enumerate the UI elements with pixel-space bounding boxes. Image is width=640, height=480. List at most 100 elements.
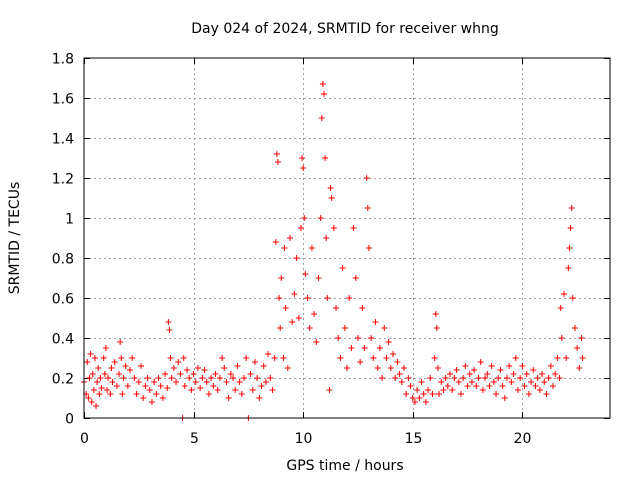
- data-point: [434, 365, 441, 371]
- data-point: [135, 379, 142, 385]
- data-point: [256, 395, 263, 401]
- data-point: [153, 391, 160, 397]
- data-point: [330, 225, 337, 231]
- data-point: [111, 359, 118, 365]
- data-point: [203, 379, 210, 385]
- data-point: [180, 355, 187, 361]
- y-tick-label: 0.4: [52, 332, 74, 348]
- data-point: [148, 399, 155, 405]
- data-point: [107, 391, 114, 397]
- y-tick-label: 1.2: [52, 172, 74, 188]
- data-point: [127, 367, 134, 373]
- data-point: [396, 371, 403, 377]
- data-point: [365, 245, 372, 251]
- data-point: [162, 371, 169, 377]
- data-point: [85, 395, 92, 401]
- data-point: [440, 387, 447, 393]
- data-point: [372, 319, 379, 325]
- data-point: [512, 355, 519, 361]
- data-point: [188, 387, 195, 393]
- data-point: [308, 245, 315, 251]
- data-point: [117, 339, 124, 345]
- data-point: [488, 363, 495, 369]
- data-point: [278, 275, 285, 281]
- data-point: [175, 359, 182, 365]
- data-point: [563, 355, 570, 361]
- data-point: [482, 375, 489, 381]
- data-point: [247, 371, 254, 377]
- data-point: [552, 371, 559, 377]
- data-point: [173, 379, 180, 385]
- data-point: [284, 365, 291, 371]
- data-point: [569, 295, 576, 301]
- data-point: [554, 355, 561, 361]
- data-point: [379, 375, 386, 381]
- data-point: [124, 383, 131, 389]
- data-point: [168, 375, 175, 381]
- data-point: [88, 399, 95, 405]
- data-point: [205, 391, 212, 397]
- data-point: [550, 383, 557, 389]
- data-point: [346, 295, 353, 301]
- data-point: [273, 151, 280, 157]
- data-point: [460, 375, 467, 381]
- data-point: [514, 387, 521, 393]
- data-point: [277, 325, 284, 331]
- data-point: [302, 271, 309, 277]
- data-point: [576, 365, 583, 371]
- data-point: [315, 275, 322, 281]
- data-point: [234, 363, 241, 369]
- data-point: [344, 365, 350, 371]
- data-point: [177, 371, 184, 377]
- data-point: [398, 379, 405, 385]
- y-tick-labels: 0 0.2 0.4 0.6 0.8 1 1.2 1.4 1.6 1.8: [52, 52, 74, 428]
- data-point: [313, 339, 320, 345]
- data-point: [280, 355, 287, 361]
- data-point: [274, 159, 281, 165]
- data-point: [578, 335, 585, 341]
- data-point: [108, 365, 115, 371]
- data-point: [436, 391, 443, 397]
- x-tick-label: 5: [190, 431, 199, 447]
- data-point: [167, 355, 174, 361]
- data-point: [427, 375, 434, 381]
- data-point: [194, 365, 201, 371]
- data-point: [291, 291, 298, 297]
- data-point: [166, 327, 173, 333]
- data-point: [497, 367, 504, 373]
- data-point: [566, 245, 573, 251]
- data-point: [425, 387, 432, 393]
- data-point: [449, 387, 456, 393]
- data-point: [129, 355, 136, 361]
- x-tick-label: 10: [295, 431, 313, 447]
- data-point: [289, 319, 296, 325]
- data-point: [164, 385, 171, 391]
- y-tick-label: 1: [65, 212, 74, 228]
- data-point: [216, 375, 223, 381]
- data-point: [370, 355, 377, 361]
- data-point: [326, 387, 333, 393]
- data-point: [416, 395, 423, 401]
- y-tick-label: 1.6: [52, 92, 74, 108]
- data-point: [137, 363, 144, 369]
- data-point: [510, 371, 517, 377]
- data-point: [94, 379, 101, 385]
- data-point: [350, 225, 357, 231]
- data-point: [236, 379, 243, 385]
- data-point: [493, 391, 500, 397]
- data-point: [383, 355, 390, 361]
- data-point: [499, 383, 506, 389]
- data-point: [293, 255, 300, 261]
- data-point: [411, 399, 418, 405]
- x-tick-labels: 0 5 10 15 20: [80, 431, 531, 447]
- data-point: [304, 295, 311, 301]
- data-point: [517, 375, 524, 381]
- data-point: [328, 195, 335, 201]
- y-axis-label: SRMTID / TECUs: [7, 182, 23, 295]
- data-point: [363, 175, 370, 181]
- data-point: [451, 375, 458, 381]
- data-point: [464, 383, 471, 389]
- data-point: [547, 363, 554, 369]
